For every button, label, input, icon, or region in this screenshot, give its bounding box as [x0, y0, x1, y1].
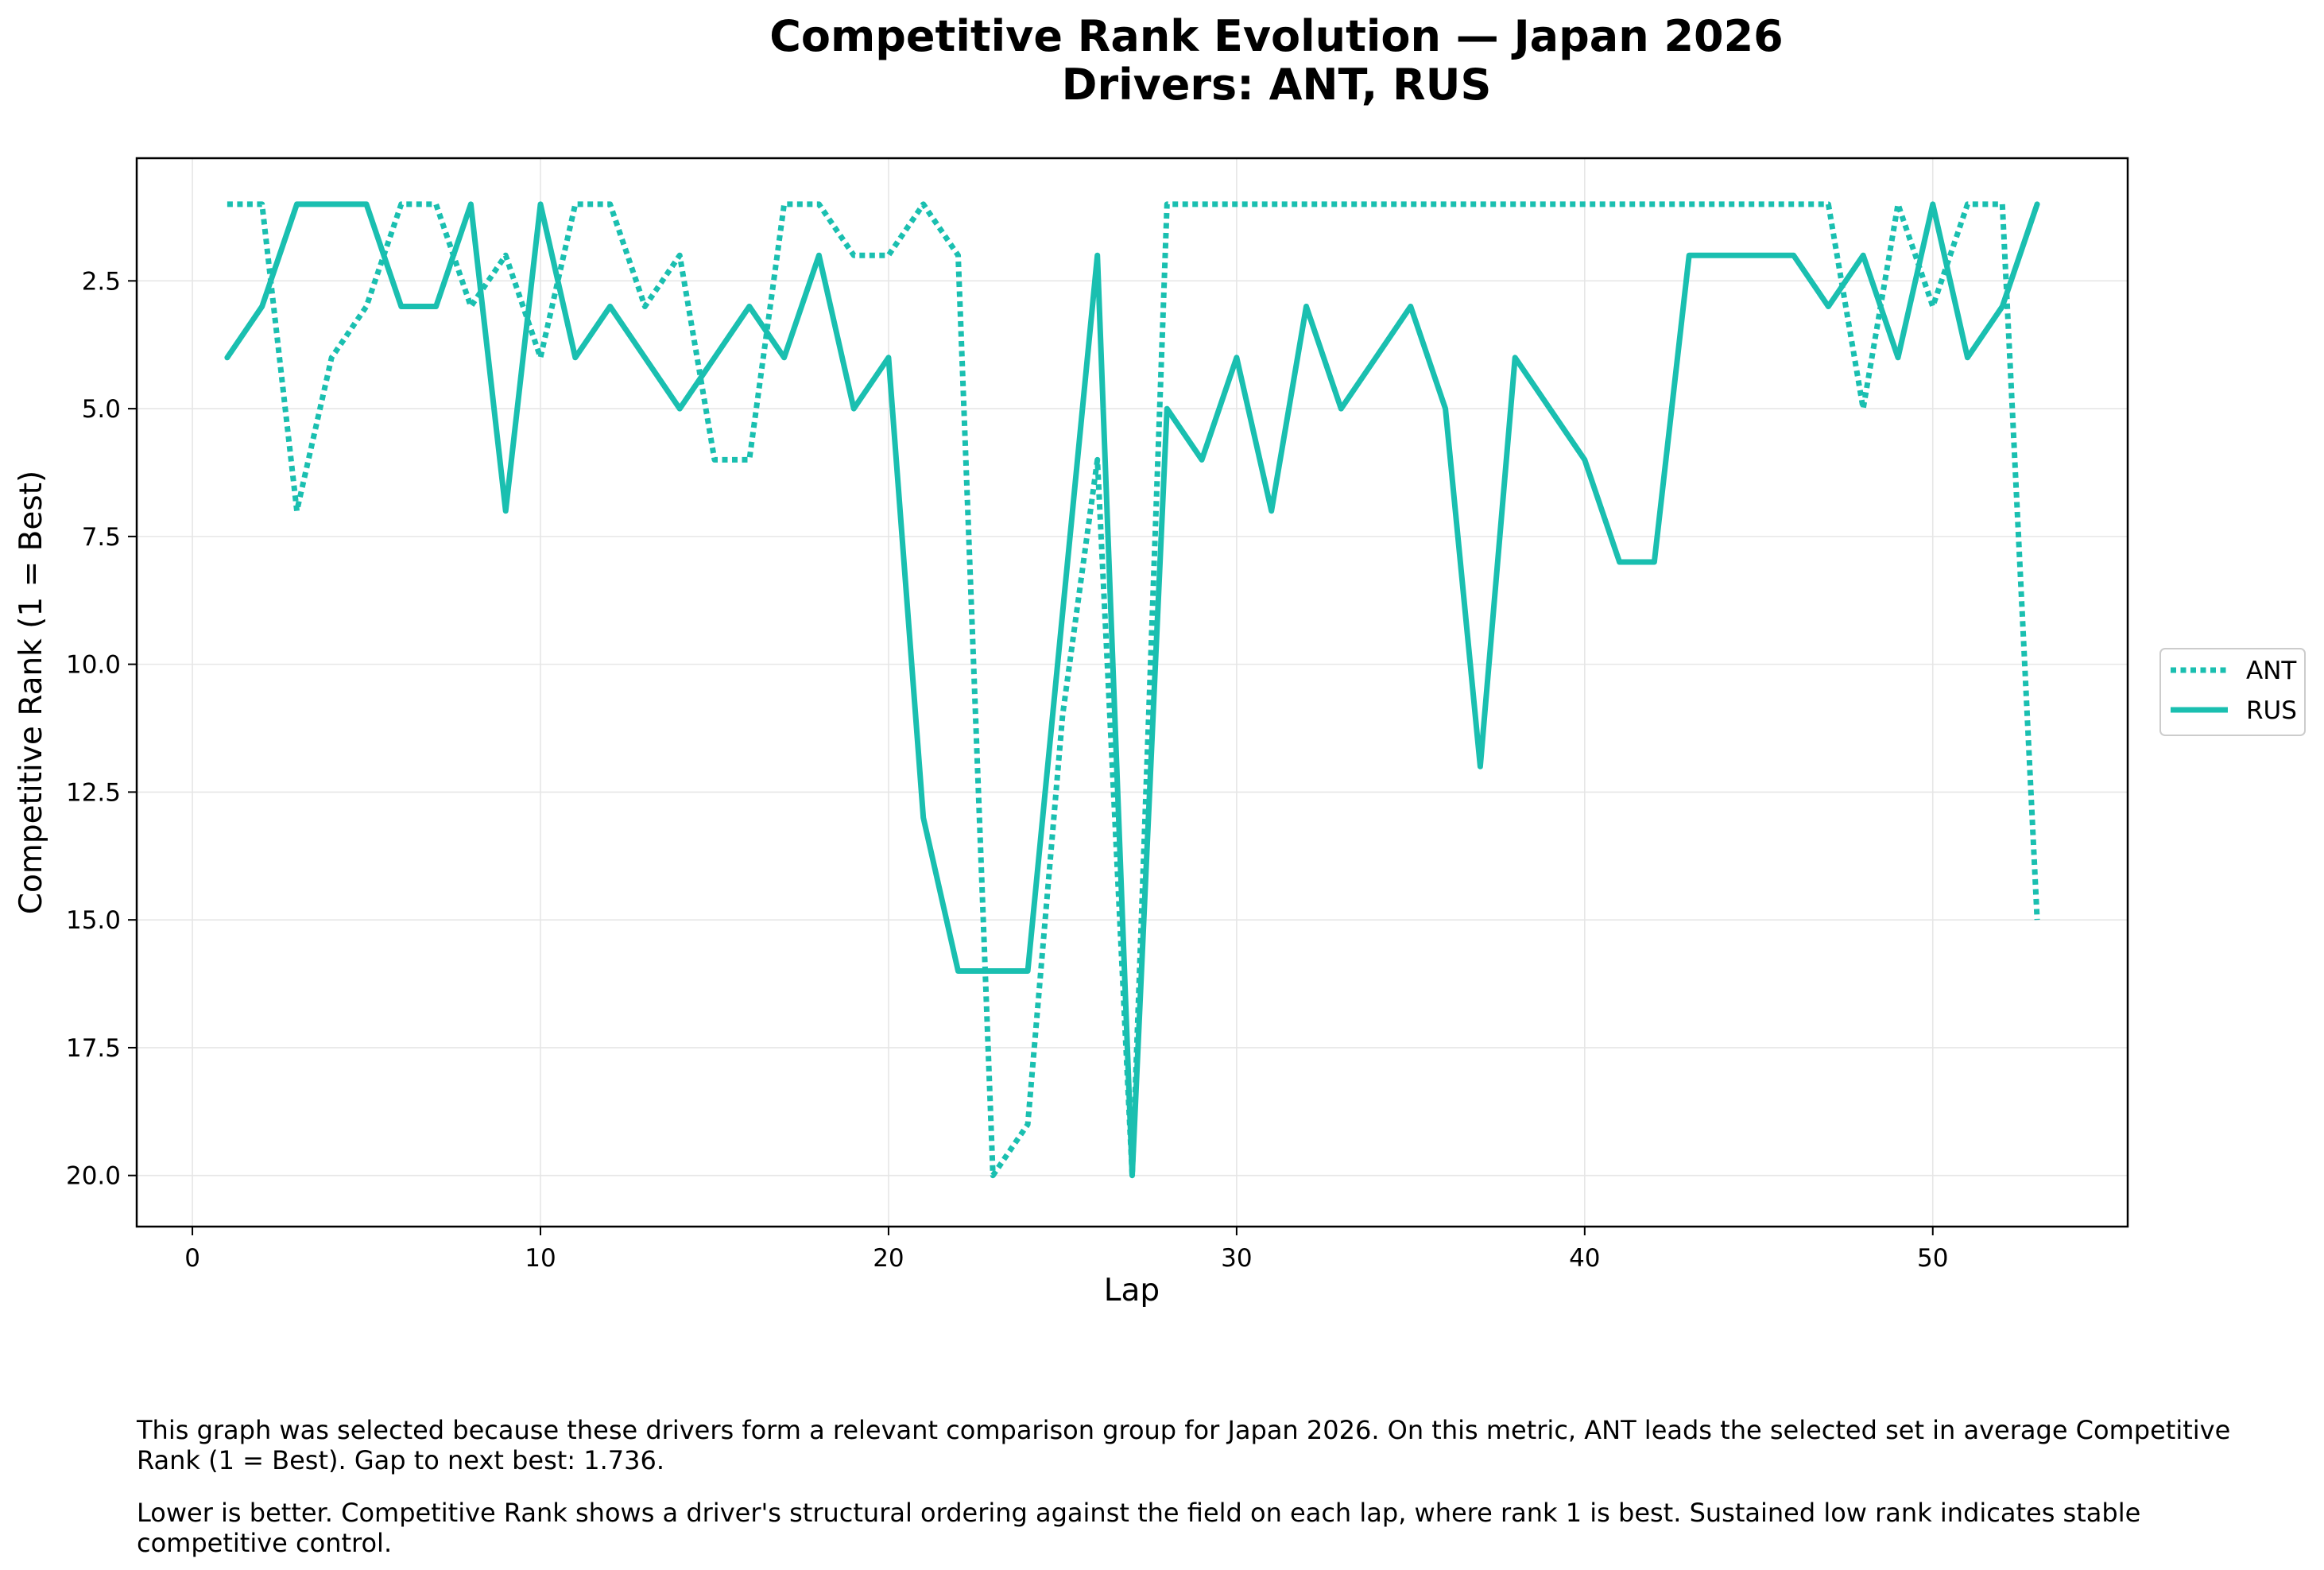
legend-label-ant: ANT: [2246, 657, 2297, 685]
series-layer: [224, 201, 2040, 1179]
y-tick-label: 15.0: [66, 906, 121, 935]
legend-label-rus: RUS: [2246, 696, 2297, 725]
plot-frame: [135, 157, 2129, 1228]
x-tick-label: 30: [1221, 1244, 1252, 1273]
y-tick-label: 5.0: [82, 395, 121, 424]
y-tick-label: 17.5: [66, 1034, 121, 1063]
caption-selection-note: This graph was selected because these dr…: [137, 1415, 2231, 1475]
y-tick-label: 2.5: [82, 267, 121, 296]
y-tick-label: 12.5: [66, 778, 121, 807]
x-tick-label: 50: [1917, 1244, 1948, 1273]
chart-title: Competitive Rank Evolution — Japan 2026: [769, 11, 1784, 61]
y-tick-label: 10.0: [66, 651, 121, 680]
y-tick-label: 7.5: [82, 523, 121, 552]
grid-lines: [137, 158, 2128, 1227]
x-tick-label: 10: [525, 1244, 556, 1273]
x-tick-label: 40: [1569, 1244, 1600, 1273]
series-line-rus: [224, 201, 2040, 1179]
caption-metric-note: Lower is better. Competitive Rank shows …: [137, 1498, 2141, 1558]
legend-box: [2159, 648, 2306, 736]
y-axis-label: Competitive Rank (1 = Best): [14, 471, 49, 914]
x-axis-ticks: 0 10 20 30 40 50: [184, 1227, 1948, 1273]
y-tick-label: 20.0: [66, 1162, 121, 1191]
x-axis-label: Lap: [1104, 1273, 1160, 1308]
x-tick-label: 20: [873, 1244, 904, 1273]
legend: ANT RUS: [2159, 648, 2306, 736]
y-axis-ticks: 2.5 5.0 7.5 10.0 12.5 15.0 17.5 20.0: [66, 267, 137, 1191]
x-tick-label: 0: [184, 1244, 200, 1273]
series-line-ant: [227, 201, 2040, 1179]
chart-subtitle: Drivers: ANT, RUS: [1062, 60, 1492, 110]
